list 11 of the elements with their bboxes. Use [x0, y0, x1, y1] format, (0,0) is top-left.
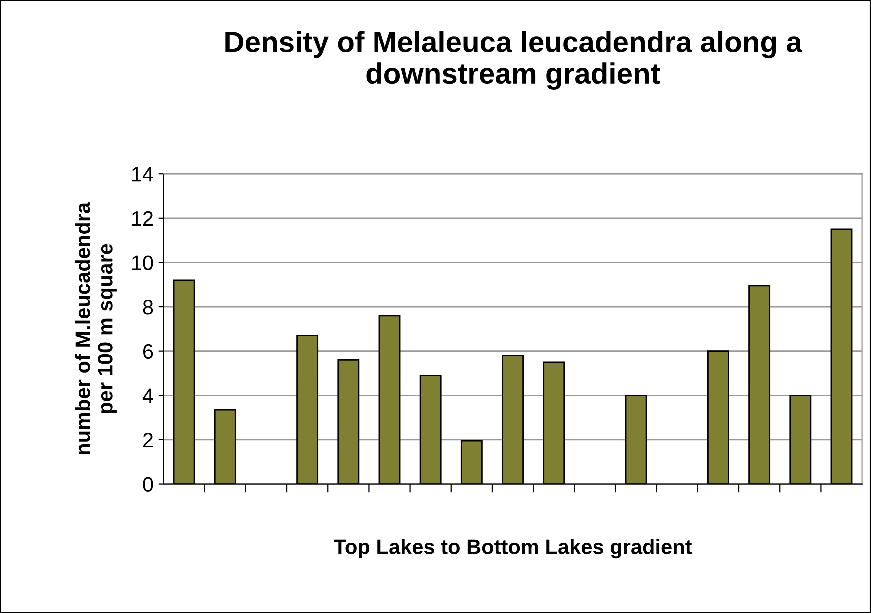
y-tick-label: 12	[132, 211, 153, 226]
y-tick-label: 6	[144, 344, 154, 360]
y-tick-label: 8	[143, 300, 154, 315]
y-axis-title: number of M.leucadendra per 100 m square	[75, 202, 117, 455]
y-tick-label: 4	[142, 388, 154, 404]
chart-title: Density of Melaleuca leucadendra along a downstream gradient	[226, 31, 803, 90]
y-tick-label: 14	[132, 167, 154, 182]
y-tick-label: 0	[143, 477, 154, 492]
y-tick-label: 10	[132, 256, 154, 270]
x-axis-title: Top Lakes to Bottom Lakes gradient	[334, 539, 692, 559]
y-tick-label: 2	[143, 432, 153, 448]
